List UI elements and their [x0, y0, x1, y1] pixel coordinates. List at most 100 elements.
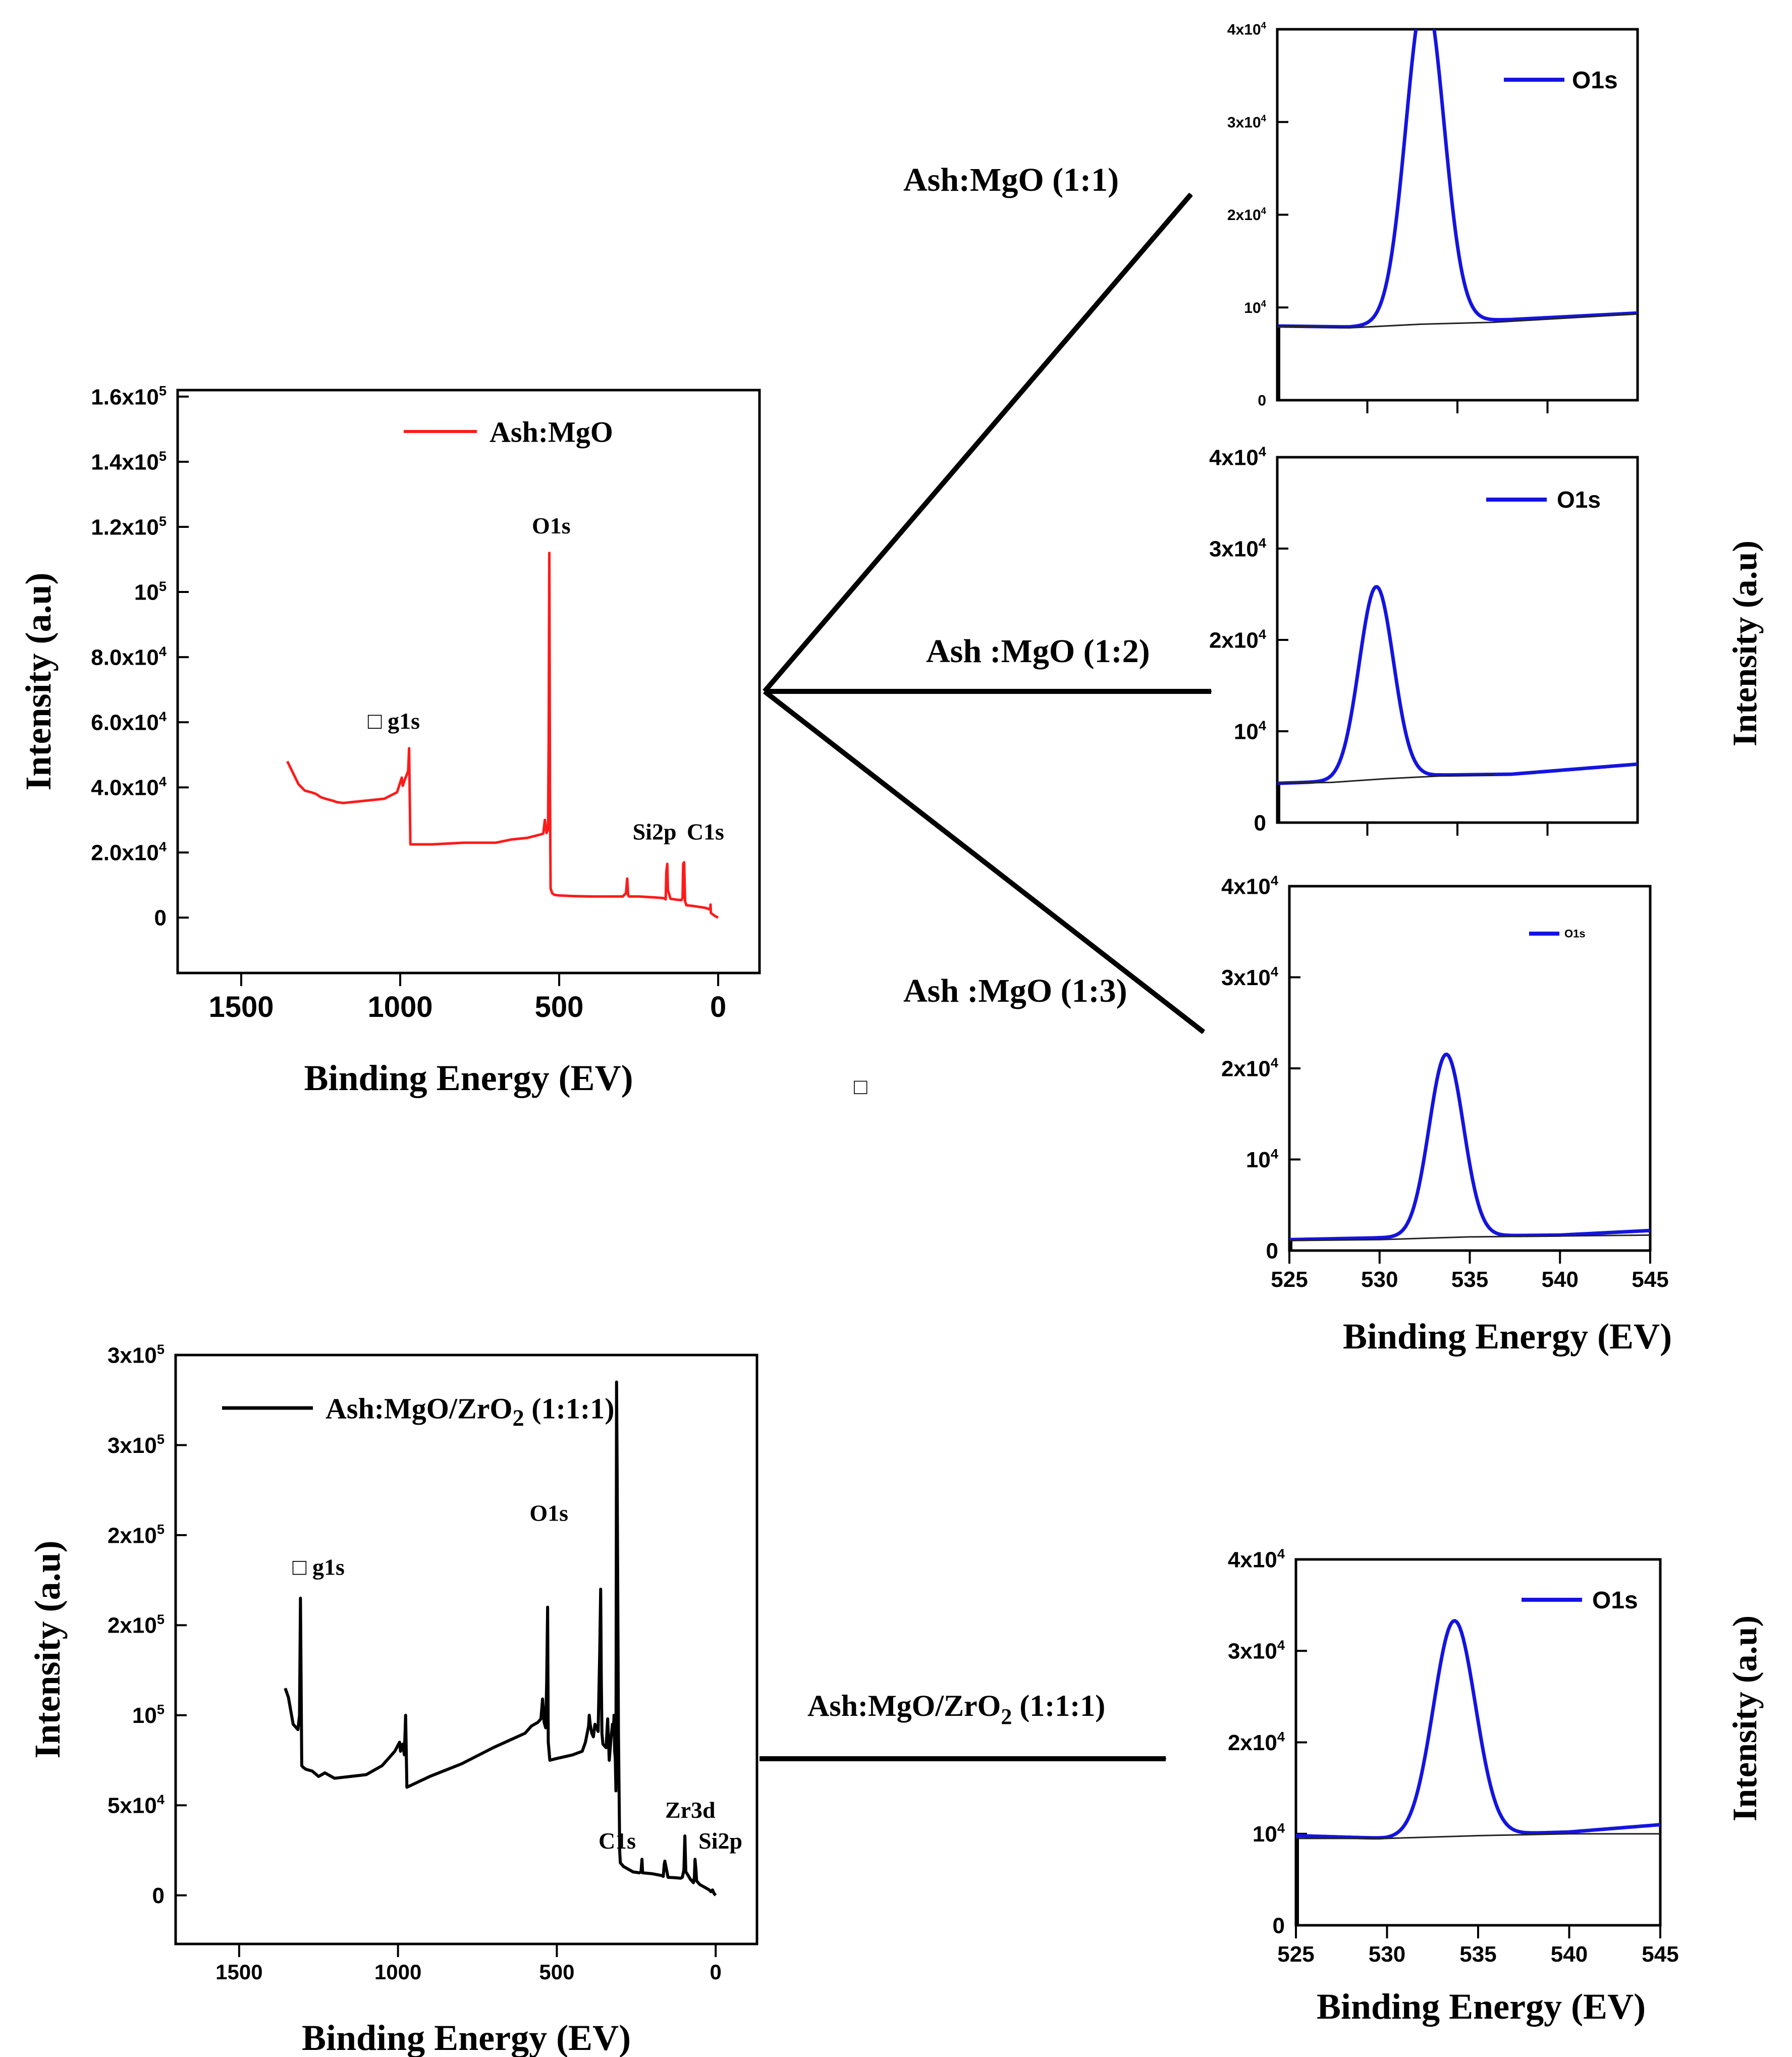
y-tick-label: 0 — [1258, 393, 1266, 409]
y-tick-label: 4x104 — [1209, 444, 1267, 470]
x-tick-label: 525 — [1277, 1942, 1314, 1967]
peak-annotation: Si2p — [633, 819, 677, 844]
plot-area — [1289, 1052, 1650, 1251]
y-tick-label: 2x105 — [107, 1611, 165, 1638]
x-tick-label: 530 — [1361, 1267, 1398, 1292]
plot-area — [284, 1380, 717, 1897]
chart-o1s-zr: 0 104 2x104 3x104 4x104 525 530 535 540 545 Bindin… — [1228, 1546, 1679, 2027]
peak-annotation: Si2p — [698, 1828, 742, 1854]
y-tick-label: 2x105 — [107, 1522, 165, 1548]
y-tick-label: 3x104 — [1209, 535, 1267, 562]
y-tick-label: 104 — [1246, 1146, 1279, 1172]
series-line — [284, 1380, 717, 1897]
y-tick-label: 0 — [1254, 810, 1266, 835]
y-tick-label: 4.0x104 — [91, 774, 167, 800]
y-tick-label: 104 — [1244, 298, 1266, 316]
charts: 0 2.0x104 4.0x104 6.0x104 8.0x104 105 1.2x105 1… — [18, 20, 1679, 2057]
series-line — [286, 552, 719, 919]
plot-frame — [1288, 885, 1652, 1252]
plot-area — [1277, 29, 1638, 400]
y-tick-label: 2x104 — [1228, 1728, 1285, 1755]
peak-annotation: C1s — [599, 1828, 636, 1854]
arrow-label-1-3: Ash :MgO (1:3) — [903, 972, 1127, 1009]
legend-label: O1s — [1557, 486, 1601, 513]
legend-label: O1s — [1592, 1587, 1638, 1614]
y-tick-label: 3x104 — [1227, 113, 1267, 131]
y-tick-label: 6.0x104 — [91, 709, 167, 735]
y-tick-label: 0 — [154, 906, 167, 931]
x-tick-label: 535 — [1459, 1942, 1496, 1967]
plot-area — [1277, 585, 1638, 823]
chart-o1s-12: 0 104 2x104 3x104 4x104 O1s — [1209, 444, 1639, 836]
y-tick-label: 0 — [152, 1883, 165, 1908]
y-tick-label: 3x105 — [107, 1341, 165, 1368]
chart-survey-mgo: 0 2.0x104 4.0x104 6.0x104 8.0x104 105 1.2x105 1… — [18, 383, 761, 1098]
arrow-label-zr: Ash:MgO/ZrO2 (1:1:1) — [807, 1689, 1105, 1729]
x-tick-label: 540 — [1542, 1267, 1579, 1292]
peak-line — [1277, 585, 1638, 785]
chart-o1s-13: 0 104 2x104 3x104 4x104 525 530 535 540 545 Bindin… — [1221, 873, 1672, 1357]
x-tick-label: 500 — [535, 991, 584, 1023]
x-tick-label: 545 — [1632, 1267, 1668, 1292]
shared-ylabel-bottom: Intensity (a.u) — [1725, 1615, 1764, 1821]
arrow-to-1-3 — [763, 689, 1206, 1034]
x-tick-label: 0 — [710, 1960, 721, 1984]
plot-area — [1296, 1619, 1660, 1925]
arrow-label-1-2: Ash :MgO (1:2) — [926, 633, 1150, 670]
x-tick-label: 1000 — [368, 991, 433, 1023]
y-tick-label: 1.6x105 — [91, 383, 167, 410]
y-tick-label: 2x104 — [1209, 626, 1267, 653]
y-tick-label: 1.4x105 — [91, 448, 167, 475]
x-tick-label: 530 — [1369, 1942, 1405, 1967]
legend-label: Ash:MgO/ZrO2 (1:1:1) — [325, 1392, 615, 1431]
plot-frame — [174, 1354, 758, 1945]
x-tick-label: 1500 — [215, 1960, 262, 1984]
chart-survey-zr: 0 5x104 105 2x105 2x105 3x105 3x105 1500 1000 500… — [27, 1341, 758, 2057]
y-tick-label: 3x104 — [1228, 1637, 1285, 1664]
arrows — [759, 192, 1211, 1761]
peak-line — [1277, 29, 1638, 329]
y-tick-label: 8.0x104 — [91, 643, 167, 670]
baseline-line — [1277, 313, 1638, 329]
y-tick-label: 3x105 — [107, 1431, 165, 1458]
peak-annotation: C1s — [687, 819, 724, 844]
shared-ylabel-top: Intensity (a.u) — [1725, 540, 1764, 746]
arrow-to-1-1 — [763, 192, 1193, 693]
stray-glyph: □ — [854, 1074, 867, 1099]
y-tick-label: 104 — [1253, 1820, 1285, 1847]
x-axis-label: Binding Energy (EV) — [302, 2018, 631, 2057]
y-tick-label: 0 — [1273, 1913, 1285, 1938]
x-tick-label: 545 — [1642, 1942, 1678, 1967]
x-axis-label: Binding Energy (EV) — [1317, 1986, 1646, 2027]
y-tick-label: 105 — [134, 578, 167, 605]
chart-o1s-11: 0 104 2x104 3x104 4x104 O1s — [1227, 20, 1639, 413]
y-axis-label: Intensity (a.u) — [18, 572, 59, 790]
y-tick-label: 0 — [1266, 1238, 1278, 1263]
y-tick-label: 105 — [132, 1702, 165, 1728]
peak-annotation: □ g1s — [293, 1554, 345, 1580]
baseline-line — [1277, 774, 1494, 784]
y-tick-label: 2.0x104 — [91, 839, 167, 865]
x-tick-label: 1500 — [208, 991, 274, 1023]
x-axis-label: Binding Energy (EV) — [304, 1058, 633, 1098]
peak-line — [1296, 1619, 1660, 1840]
x-tick-label: 1000 — [374, 1960, 421, 1984]
baseline-line — [1296, 1833, 1660, 1839]
x-tick-label: 535 — [1451, 1267, 1488, 1292]
baseline-line — [1289, 1234, 1650, 1241]
y-tick-label: 4x104 — [1221, 873, 1279, 899]
arrow-labels: Ash:MgO (1:1) Ash :MgO (1:2) Ash :MgO (1… — [807, 161, 1150, 1729]
x-tick-label: 0 — [710, 991, 726, 1023]
x-axis-label: Binding Energy (EV) — [1343, 1316, 1672, 1357]
plot-frame — [176, 389, 761, 975]
y-tick-label: 2x104 — [1221, 1055, 1279, 1081]
y-axis-label: Intensity (a.u) — [27, 1540, 68, 1758]
peak-annotation: □ g1s — [368, 708, 420, 734]
legend-label: O1s — [1564, 928, 1586, 940]
y-tick-label: 3x104 — [1221, 963, 1279, 990]
x-tick-label: 500 — [539, 1960, 574, 1984]
arrow-label-1-1: Ash:MgO (1:1) — [903, 161, 1119, 198]
legend-label: O1s — [1572, 67, 1618, 94]
plot-area — [286, 552, 719, 919]
